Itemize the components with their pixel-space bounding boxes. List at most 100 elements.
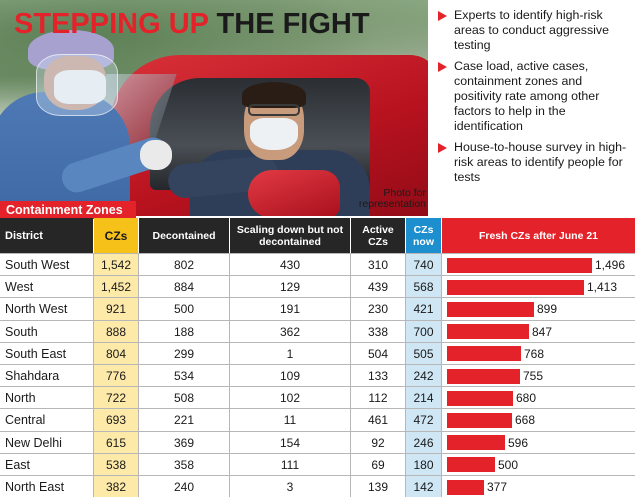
cell-active-czs: 338: [367, 324, 389, 339]
header-scaling-down: Scaling down but not decontained: [230, 218, 350, 253]
fresh-czs-bar: [447, 457, 495, 473]
fresh-czs-value: 847: [532, 324, 553, 339]
header-fresh-czs: Fresh CZs after June 21: [442, 218, 635, 253]
cell-decontained: 884: [173, 280, 195, 295]
row-divider: [0, 430, 635, 432]
triangle-bullet-icon: [438, 143, 447, 153]
driver-mask: [250, 118, 298, 150]
row-divider: [0, 408, 635, 410]
header-district: District: [0, 218, 93, 253]
cell-active-czs: 461: [367, 413, 389, 428]
cell-decontained: 240: [173, 480, 195, 494]
cell-czs: 1,452: [94, 276, 138, 299]
cell-decontained: 534: [173, 369, 195, 383]
cell-district: East: [5, 457, 31, 472]
fresh-czs-bar: [447, 390, 513, 406]
cell-decontained: 358: [173, 457, 195, 472]
cell-decontained: 299: [173, 346, 195, 361]
cell-district: North: [5, 391, 36, 406]
row-divider: [0, 297, 635, 299]
cell-scaling-down: 362: [279, 324, 301, 339]
fresh-czs-value: 1,496: [595, 258, 626, 272]
cell-scaling-down: 154: [279, 435, 301, 450]
cell-district: South West: [5, 258, 70, 272]
cell-czs: 921: [94, 298, 138, 321]
header-czs-now: CZs now: [406, 218, 441, 253]
cell-czs: 693: [94, 409, 138, 432]
containment-zones-table: District CZs Decontained Scaling down bu…: [0, 218, 635, 497]
bullet-item: Experts to identify high-risk areas to c…: [436, 8, 632, 53]
headline: STEPPING UP THE FIGHT: [14, 6, 370, 42]
cell-scaling-down: 129: [279, 280, 301, 295]
cell-czs-now: 180: [406, 453, 441, 476]
cell-district: New Delhi: [5, 435, 62, 450]
cell-decontained: 188: [173, 324, 195, 339]
column-divider: [441, 253, 442, 497]
cell-active-czs: 310: [367, 258, 389, 272]
cell-district: North East: [5, 480, 65, 494]
triangle-bullet-icon: [438, 11, 447, 21]
cell-czs: 1,542: [94, 254, 138, 276]
cell-czs-now: 214: [406, 387, 441, 410]
health-worker-visor: [36, 54, 118, 116]
cell-scaling-down: 102: [279, 391, 301, 406]
cell-active-czs: 133: [367, 369, 389, 383]
bullet-list: Experts to identify high-risk areas to c…: [436, 8, 632, 191]
bullet-text: Case load, active cases, containment zon…: [454, 59, 600, 133]
cell-czs: 722: [94, 387, 138, 410]
cell-czs-now: 142: [406, 476, 441, 497]
bullet-item: House-to-house survey in high-risk areas…: [436, 140, 632, 185]
fresh-czs-value: 768: [524, 346, 545, 361]
table-label: Containment Zones: [0, 201, 136, 219]
health-worker-glove: [140, 140, 172, 170]
row-divider: [0, 253, 635, 254]
cell-decontained: 500: [173, 302, 195, 317]
fresh-czs-value: 899: [537, 302, 558, 317]
row-divider: [0, 364, 635, 365]
header-active-czs: Active CZs: [351, 218, 405, 253]
fresh-czs-value: 377: [487, 480, 508, 494]
cell-district: South East: [5, 346, 67, 361]
cell-active-czs: 92: [371, 435, 385, 450]
cell-district: North West: [5, 302, 68, 317]
fresh-czs-bar: [447, 368, 520, 384]
row-divider: [0, 386, 635, 388]
column-divider: [229, 253, 230, 497]
row-divider: [0, 452, 635, 454]
triangle-bullet-icon: [438, 62, 447, 72]
cell-czs-now: 242: [406, 365, 441, 387]
cell-czs-now: 568: [406, 276, 441, 299]
cell-scaling-down: 430: [279, 258, 301, 272]
side-mirror: [248, 170, 340, 216]
photo-credit: Photo for representation: [358, 187, 426, 210]
cell-scaling-down: 1: [286, 346, 294, 361]
cell-district: West: [5, 280, 34, 295]
cell-decontained: 221: [173, 413, 195, 428]
driver-hair: [242, 82, 306, 108]
cell-czs: 382: [94, 476, 138, 497]
cell-czs-now: 421: [406, 298, 441, 321]
cell-czs: 615: [94, 431, 138, 454]
row-divider: [0, 319, 635, 321]
cell-active-czs: 69: [371, 457, 385, 472]
driver-glasses: [248, 104, 300, 116]
fresh-czs-bar: [447, 301, 534, 317]
header-decontained: Decontained: [139, 218, 229, 253]
cell-district: Central: [5, 413, 46, 428]
fresh-czs-value: 500: [498, 457, 519, 472]
cell-czs-now: 505: [406, 342, 441, 365]
cell-decontained: 802: [173, 258, 195, 272]
fresh-czs-value: 755: [523, 369, 544, 383]
cell-czs-now: 700: [406, 320, 441, 343]
fresh-czs-bar: [447, 479, 484, 495]
cell-scaling-down: 109: [279, 369, 301, 383]
cell-active-czs: 504: [367, 346, 389, 361]
cell-district: Shahdara: [5, 369, 60, 383]
cell-czs: 804: [94, 342, 138, 365]
fresh-czs-value: 596: [508, 435, 529, 450]
fresh-czs-value: 680: [516, 391, 537, 406]
fresh-czs-value: 668: [515, 413, 536, 428]
column-divider: [350, 253, 351, 497]
fresh-czs-bar: [447, 257, 592, 273]
